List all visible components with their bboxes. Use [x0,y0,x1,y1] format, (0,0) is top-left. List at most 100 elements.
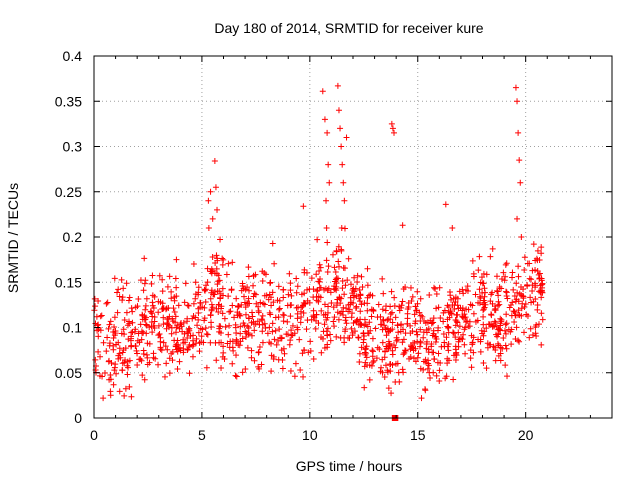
data-point [212,339,219,346]
data-point [346,335,353,342]
data-point [193,335,200,342]
data-point [217,236,224,243]
data-point [496,284,503,291]
y-tick-label: 0.25 [55,184,82,200]
data-point [116,345,123,352]
data-point [220,256,227,263]
data-point [214,206,221,213]
data-point [291,373,298,380]
data-point [223,271,230,278]
data-point [229,360,236,367]
x-tick-label: 5 [198,427,206,443]
data-point [135,295,142,302]
data-point [422,320,429,327]
data-point [103,300,110,307]
data-point [518,234,525,240]
data-point [92,303,99,310]
data-point [491,318,498,325]
data-point [407,353,414,360]
data-point [143,330,150,337]
data-point [298,314,305,321]
data-point [452,316,459,323]
data-point [280,311,287,318]
data-point [168,330,175,337]
data-point [459,307,466,314]
data-point [480,332,487,339]
data-point [362,345,369,352]
data-point [512,312,519,319]
data-point [192,340,199,347]
x-tick-label: 15 [410,427,426,443]
data-point [530,241,537,248]
data-point [229,338,236,345]
data-point [450,376,457,383]
data-point [343,134,350,141]
data-point [324,314,331,321]
data-point [381,322,388,329]
data-point [202,299,209,306]
data-point [299,303,306,310]
data-point [269,289,276,296]
data-point [504,373,511,380]
data-point [189,337,196,344]
data-point [246,300,253,307]
data-point [306,286,313,293]
data-point [502,342,509,349]
data-point [111,314,118,321]
data-point [396,307,403,314]
data-point [217,323,224,330]
data-point [515,129,522,136]
data-point [347,301,354,308]
data-point [149,313,156,320]
data-point [339,277,346,284]
data-point [124,362,131,369]
data-point [208,287,215,294]
data-point [350,320,357,327]
data-point [514,215,521,222]
data-point [460,290,467,297]
data-point [364,323,371,330]
data-point [472,291,479,298]
data-point [270,299,277,306]
data-point [538,310,545,317]
data-point [278,334,285,341]
data-point [287,368,294,375]
data-point [256,343,263,350]
data-point [134,350,141,357]
data-point [181,299,188,306]
data-point [239,369,246,376]
data-point [111,324,118,331]
data-point [316,268,323,275]
data-point [168,350,175,357]
data-point [287,287,294,294]
data-point [293,275,300,282]
data-point [218,364,225,371]
data-point [149,302,156,309]
data-point [391,294,398,301]
data-point [407,284,414,291]
data-point [269,320,276,327]
data-point [214,257,221,264]
data-point [464,318,471,325]
data-point [268,368,275,375]
data-point [184,328,191,335]
data-point [337,125,344,132]
data-point [483,365,490,372]
data-point [100,339,107,346]
data-point [400,326,407,333]
data-point [513,280,520,287]
data-point [392,314,399,321]
data-point [226,322,233,329]
data-point [448,296,455,303]
data-point [166,370,173,377]
data-point [412,320,419,327]
data-point [275,283,282,290]
data-point [107,372,114,379]
x-tick-label: 20 [518,427,534,443]
data-point [430,327,437,334]
data-point [155,322,162,329]
data-point [207,295,214,302]
data-point [344,277,351,284]
data-point [514,98,521,105]
data-point [160,314,167,321]
